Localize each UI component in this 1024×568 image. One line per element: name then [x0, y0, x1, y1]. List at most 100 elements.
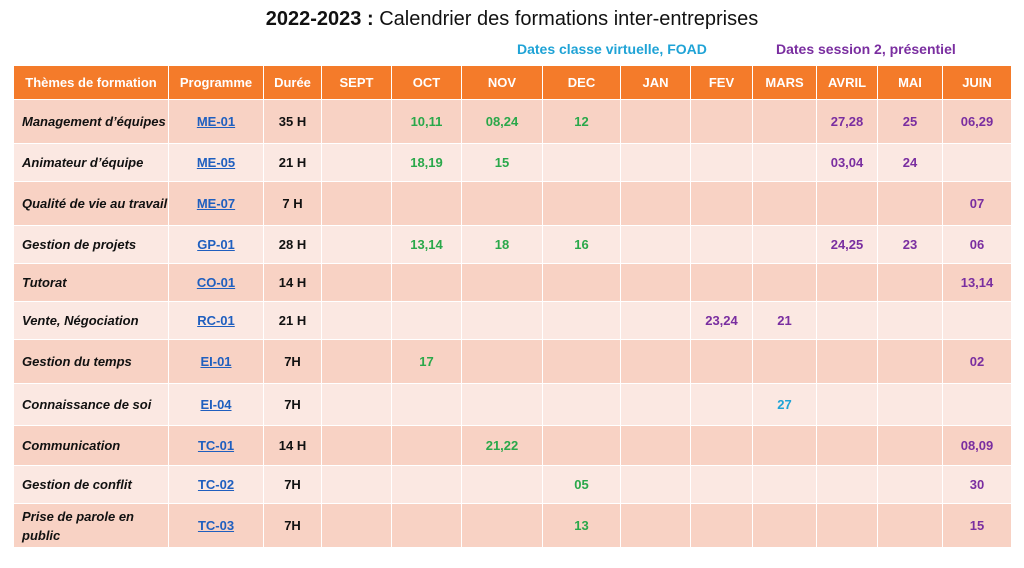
juin-cell: 13,14	[942, 263, 1012, 302]
avril-cell: 03,04	[816, 143, 878, 182]
mai-cell	[877, 181, 943, 226]
table-header-row: Thèmes de formation Programme Durée SEPT…	[13, 65, 1012, 100]
legend-session: Dates session 2, présentiel	[776, 41, 956, 57]
mars-cell	[752, 465, 817, 504]
programme-link[interactable]: CO-01	[168, 263, 264, 302]
avril-cell	[816, 503, 878, 548]
oct-cell: 13,14	[391, 225, 462, 264]
col-header-mars: MARS	[752, 65, 817, 100]
mars-cell	[752, 339, 817, 384]
nov-cell	[461, 263, 543, 302]
avril-cell: 24,25	[816, 225, 878, 264]
table-row: Gestion du temps EI-01 7H 17 02	[13, 339, 1012, 384]
col-header-nov: NOV	[461, 65, 543, 100]
juin-cell: 30	[942, 465, 1012, 504]
programme-link[interactable]: GP-01	[168, 225, 264, 264]
theme-cell: Prise de parole en public	[13, 503, 169, 548]
dec-cell	[542, 425, 621, 466]
jan-cell	[620, 465, 691, 504]
oct-cell: 18,19	[391, 143, 462, 182]
training-calendar-table: Thèmes de formation Programme Durée SEPT…	[13, 65, 1012, 548]
title-text: Calendrier des formations inter-entrepri…	[379, 8, 759, 30]
fev-cell	[690, 339, 753, 384]
jan-cell	[620, 99, 691, 144]
programme-link[interactable]: EI-04	[168, 383, 264, 426]
duree-cell: 7H	[263, 503, 322, 548]
programme-link[interactable]: ME-05	[168, 143, 264, 182]
programme-link[interactable]: TC-03	[168, 503, 264, 548]
duree-cell: 28 H	[263, 225, 322, 264]
programme-link[interactable]: EI-01	[168, 339, 264, 384]
col-header-dec: DEC	[542, 65, 621, 100]
theme-cell: Management d’équipes	[13, 99, 169, 144]
table-row: Prise de parole en public TC-03 7H 13 15	[13, 503, 1012, 548]
juin-cell: 07	[942, 181, 1012, 226]
mai-cell: 25	[877, 99, 943, 144]
theme-cell: Gestion de conflit	[13, 465, 169, 504]
duree-cell: 14 H	[263, 425, 322, 466]
nov-cell: 18	[461, 225, 543, 264]
dec-cell	[542, 383, 621, 426]
mars-cell: 21	[752, 301, 817, 340]
dec-cell	[542, 181, 621, 226]
sept-cell	[321, 339, 392, 384]
title-year: 2022-2023 :	[265, 8, 374, 30]
nov-cell	[461, 383, 543, 426]
sept-cell	[321, 425, 392, 466]
avril-cell	[816, 339, 878, 384]
legend-virtual: Dates classe virtuelle, FOAD	[517, 41, 707, 57]
mars-cell	[752, 143, 817, 182]
col-header-avril: AVRIL	[816, 65, 878, 100]
avril-cell	[816, 383, 878, 426]
table-row: Tutorat CO-01 14 H 13,14	[13, 263, 1012, 302]
mars-cell	[752, 225, 817, 264]
oct-cell: 10,11	[391, 99, 462, 144]
jan-cell	[620, 263, 691, 302]
theme-cell: Communication	[13, 425, 169, 466]
col-header-juin: JUIN	[942, 65, 1012, 100]
oct-cell	[391, 465, 462, 504]
fev-cell: 23,24	[690, 301, 753, 340]
col-header-programme: Programme	[168, 65, 264, 100]
programme-link[interactable]: TC-01	[168, 425, 264, 466]
juin-cell	[942, 143, 1012, 182]
juin-cell: 06,29	[942, 99, 1012, 144]
fev-cell	[690, 425, 753, 466]
theme-cell: Gestion du temps	[13, 339, 169, 384]
theme-cell: Vente, Négociation	[13, 301, 169, 340]
col-header-oct: OCT	[391, 65, 462, 100]
dec-cell	[542, 339, 621, 384]
theme-cell: Qualité de vie au travail	[13, 181, 169, 226]
avril-cell	[816, 425, 878, 466]
duree-cell: 21 H	[263, 143, 322, 182]
duree-cell: 7 H	[263, 181, 322, 226]
jan-cell	[620, 425, 691, 466]
table-row: Communication TC-01 14 H 21,22 08,09	[13, 425, 1012, 466]
mars-cell	[752, 99, 817, 144]
mars-cell: 27	[752, 383, 817, 426]
sept-cell	[321, 503, 392, 548]
sept-cell	[321, 225, 392, 264]
fev-cell	[690, 181, 753, 226]
oct-cell	[391, 181, 462, 226]
avril-cell	[816, 181, 878, 226]
programme-link[interactable]: RC-01	[168, 301, 264, 340]
nov-cell: 08,24	[461, 99, 543, 144]
jan-cell	[620, 503, 691, 548]
jan-cell	[620, 383, 691, 426]
programme-link[interactable]: TC-02	[168, 465, 264, 504]
duree-cell: 7H	[263, 383, 322, 426]
programme-link[interactable]: ME-07	[168, 181, 264, 226]
nov-cell: 21,22	[461, 425, 543, 466]
sept-cell	[321, 181, 392, 226]
fev-cell	[690, 383, 753, 426]
juin-cell	[942, 383, 1012, 426]
sept-cell	[321, 99, 392, 144]
nov-cell	[461, 465, 543, 504]
oct-cell	[391, 425, 462, 466]
juin-cell: 15	[942, 503, 1012, 548]
nov-cell	[461, 503, 543, 548]
mars-cell	[752, 503, 817, 548]
programme-link[interactable]: ME-01	[168, 99, 264, 144]
dec-cell: 16	[542, 225, 621, 264]
